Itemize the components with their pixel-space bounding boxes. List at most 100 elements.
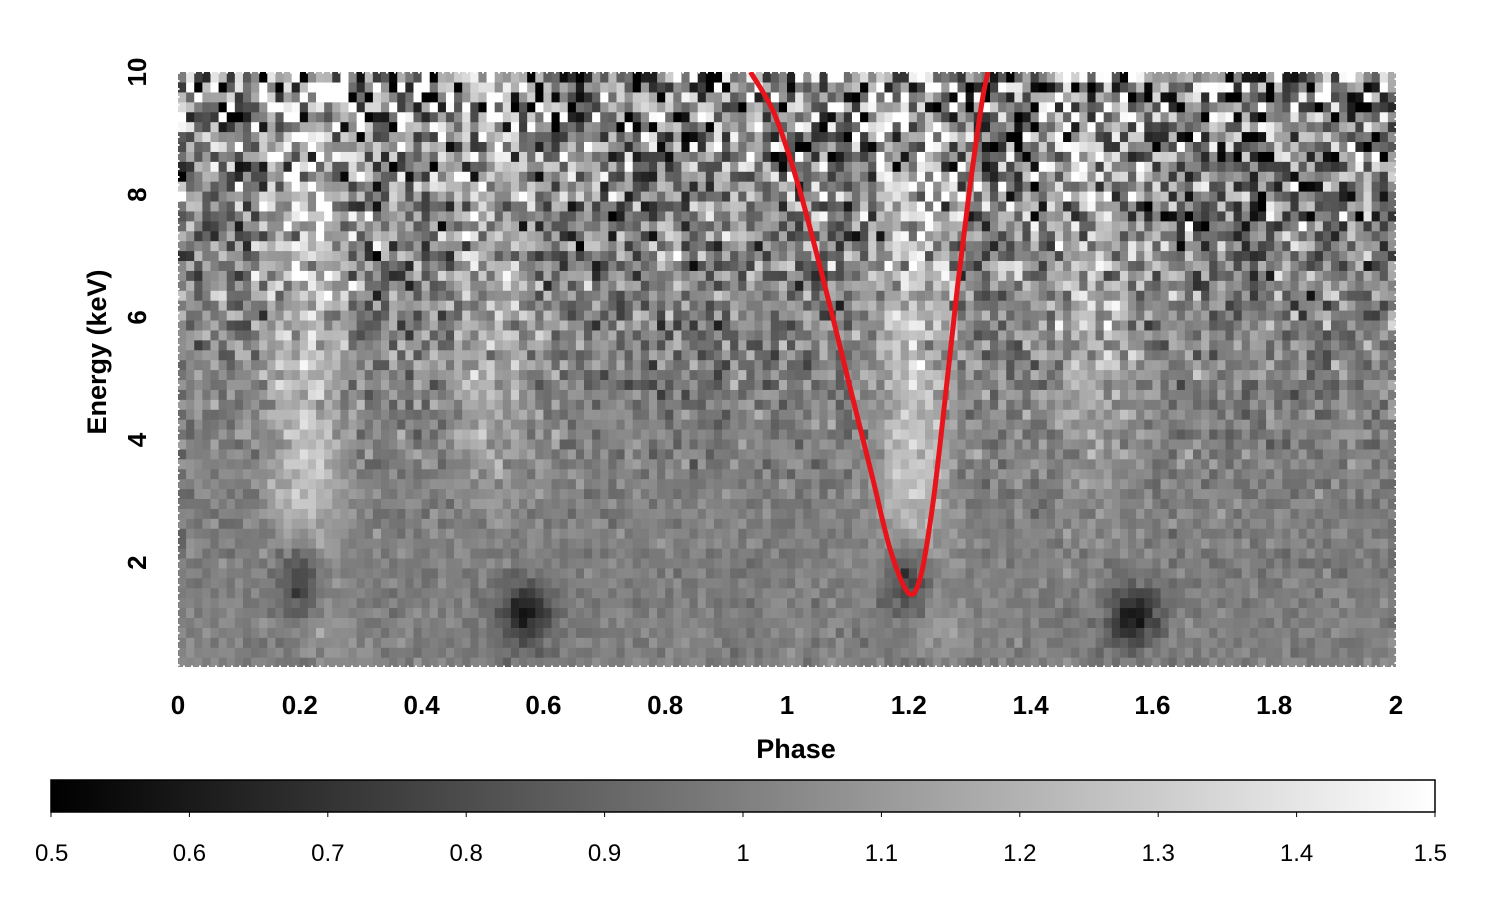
- heatmap-cell: [1152, 518, 1162, 529]
- heatmap-cell: [681, 468, 691, 480]
- heatmap-cell: [754, 458, 764, 470]
- heatmap-cell: [819, 617, 829, 628]
- heatmap-cell: [876, 409, 886, 420]
- heatmap-cell: [1217, 478, 1227, 490]
- heatmap-cell: [1128, 399, 1137, 410]
- heatmap-cell: [1160, 607, 1170, 619]
- heatmap-cell: [722, 577, 731, 589]
- heatmap-cell: [372, 349, 382, 361]
- heatmap-cell: [876, 488, 886, 500]
- heatmap-cell: [348, 548, 358, 559]
- heatmap-cell: [535, 627, 544, 638]
- heatmap-cell: [949, 359, 959, 371]
- heatmap-cell: [998, 478, 1007, 490]
- heatmap-cell: [1014, 399, 1024, 410]
- heatmap-cell: [632, 409, 642, 420]
- heatmap-cell: [543, 389, 553, 400]
- heatmap-cell: [860, 657, 869, 667]
- heatmap-cell: [600, 528, 609, 539]
- heatmap-cell: [754, 369, 764, 381]
- heatmap-cell: [1079, 488, 1089, 500]
- heatmap-cell: [689, 657, 699, 667]
- heatmap-cell: [1103, 657, 1113, 667]
- heatmap-cell: [1046, 597, 1056, 609]
- heatmap-cell: [632, 399, 642, 410]
- heatmap-cell: [445, 329, 455, 341]
- heatmap-cell: [608, 429, 618, 440]
- heatmap-cell: [600, 468, 609, 480]
- heatmap-cell: [681, 538, 691, 549]
- heatmap-cell: [1103, 389, 1113, 400]
- heatmap-cell: [1201, 508, 1210, 519]
- heatmap-cell: [705, 478, 715, 490]
- heatmap-cell: [1095, 498, 1105, 509]
- heatmap-cell: [803, 399, 812, 410]
- heatmap-cell: [1314, 379, 1324, 390]
- heatmap-cell: [421, 458, 431, 470]
- heatmap-cell: [454, 587, 463, 599]
- heatmap-cell: [1363, 399, 1373, 410]
- heatmap-cell: [1306, 438, 1316, 450]
- heatmap-cell: [259, 379, 268, 390]
- heatmap-cell: [1387, 498, 1396, 509]
- heatmap-cell: [1087, 637, 1097, 648]
- heatmap-cell: [1347, 488, 1356, 500]
- heatmap-cell: [778, 379, 788, 390]
- heatmap-cell: [1331, 359, 1340, 371]
- heatmap-cell: [1193, 627, 1202, 638]
- heatmap-cell: [299, 488, 309, 500]
- heatmap-cell: [1347, 438, 1356, 450]
- heatmap-cell: [275, 349, 285, 361]
- heatmap-cell: [705, 637, 715, 648]
- heatmap-cell: [592, 389, 601, 400]
- heatmap-cell: [299, 369, 309, 381]
- heatmap-cell: [584, 419, 593, 430]
- heatmap-cell: [1038, 339, 1048, 351]
- heatmap-cell: [559, 379, 569, 390]
- heatmap-cell: [957, 448, 967, 460]
- heatmap-cell: [787, 528, 796, 539]
- heatmap-cell: [494, 538, 504, 549]
- heatmap-cell: [973, 478, 983, 490]
- heatmap-cell: [348, 488, 358, 500]
- heatmap-cell: [543, 498, 553, 509]
- heatmap-cell: [1290, 419, 1300, 430]
- heatmap-cell: [234, 389, 244, 400]
- heatmap-cell: [543, 557, 553, 569]
- heatmap-cell: [957, 399, 967, 410]
- heatmap-cell: [1152, 458, 1162, 470]
- heatmap-cell: [1298, 637, 1308, 648]
- heatmap-cell: [819, 597, 829, 609]
- heatmap-cell: [1266, 597, 1275, 609]
- heatmap-cell: [381, 399, 390, 410]
- heatmap-cell: [519, 607, 528, 619]
- heatmap-cell: [178, 488, 187, 500]
- heatmap-cell: [1193, 349, 1202, 361]
- heatmap-cell: [957, 468, 967, 480]
- heatmap-cell: [876, 448, 886, 460]
- heatmap-cell: [681, 389, 691, 400]
- heatmap-cell: [1209, 488, 1218, 500]
- heatmap-cell: [632, 607, 642, 619]
- heatmap-cell: [1160, 627, 1170, 638]
- heatmap-cell: [1038, 349, 1048, 361]
- heatmap-cell: [754, 557, 764, 569]
- heatmap-cell: [981, 657, 991, 667]
- heatmap-cell: [990, 488, 999, 500]
- heatmap-cell: [454, 597, 463, 609]
- heatmap-cell: [600, 339, 609, 351]
- heatmap-cell: [267, 647, 277, 658]
- heatmap-cell: [1006, 419, 1015, 430]
- heatmap-cell: [673, 468, 683, 480]
- heatmap-cell: [908, 597, 918, 609]
- heatmap-cell: [1257, 557, 1267, 569]
- heatmap-cell: [527, 409, 536, 420]
- heatmap-cell: [348, 399, 358, 410]
- heatmap-cell: [624, 498, 634, 509]
- heatmap-cell: [283, 409, 293, 420]
- heatmap-cell: [600, 508, 609, 519]
- heatmap-cell: [851, 349, 861, 361]
- heatmap-cell: [575, 438, 585, 450]
- heatmap-cell: [884, 409, 894, 420]
- heatmap-cell: [1054, 339, 1064, 351]
